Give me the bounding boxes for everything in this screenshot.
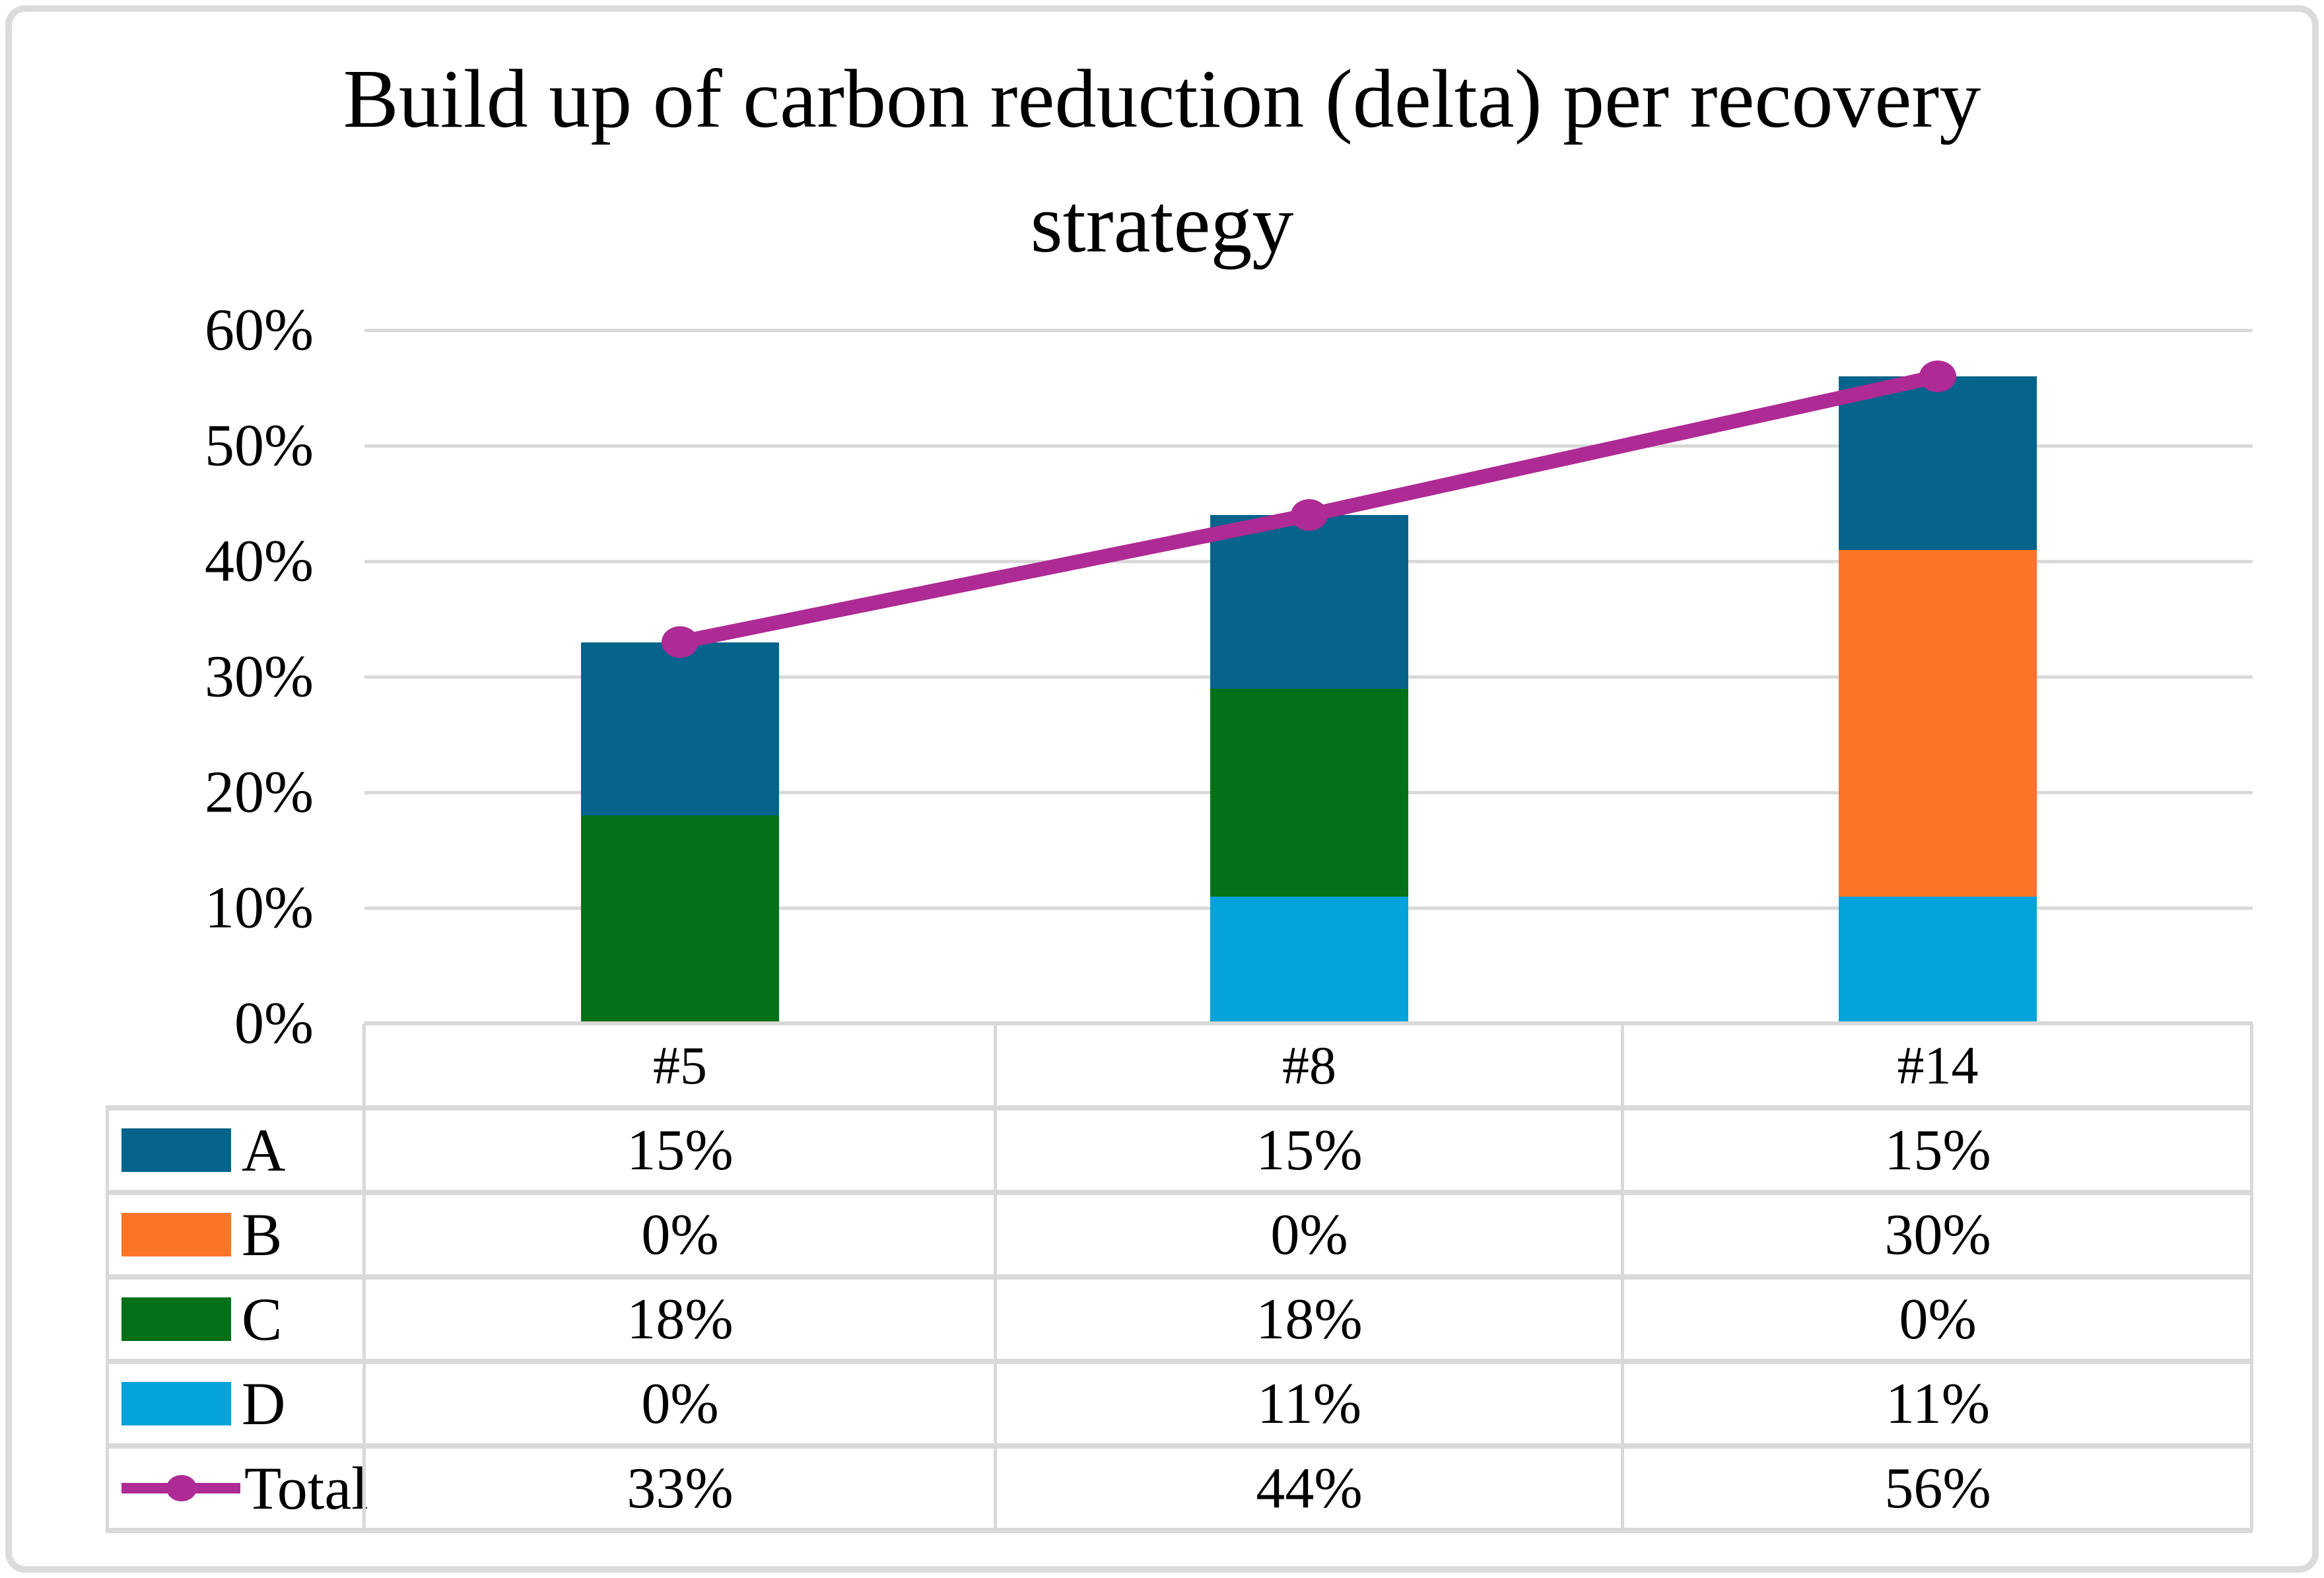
bar-segment-D-#14 — [1839, 896, 2037, 1023]
chart-title-line-1: Build up of carbon reduction (delta) per… — [343, 53, 1981, 145]
table-value-B-#5: 0% — [641, 1202, 719, 1267]
y-axis: 60% 50% 40% 30% 20% 10% 0% — [79, 298, 314, 1056]
table-header-#5: #5 — [653, 1035, 707, 1095]
table-value-Total-#8: 44% — [1256, 1456, 1363, 1521]
table-value-A-#8: 15% — [1256, 1118, 1363, 1183]
table-row-border — [106, 1443, 2253, 1449]
gridline-50% — [364, 444, 2253, 448]
table-right-border — [2250, 1023, 2253, 1530]
total-marker-#8 — [1291, 499, 1328, 531]
legend-swatch-D — [121, 1382, 231, 1425]
y-axis-tick-label: 0% — [234, 990, 314, 1056]
table-value-D-#14: 11% — [1885, 1371, 1991, 1436]
gridline-60% — [364, 328, 2253, 332]
table-column-border — [362, 1023, 366, 1530]
total-line-layer — [662, 360, 1956, 658]
legend-label-D: D — [242, 1370, 286, 1437]
table-value-A-#5: 15% — [627, 1118, 734, 1183]
total-marker-#5 — [662, 626, 699, 658]
bar-segment-C-#8 — [1210, 688, 1408, 897]
table-top-border — [364, 1021, 2253, 1025]
table-row-border — [106, 1190, 2253, 1195]
table-value-Total-#5: 33% — [627, 1456, 734, 1521]
table-row-border — [106, 1528, 2253, 1533]
bar-segment-A-#8 — [1210, 515, 1408, 689]
table-value-B-#14: 30% — [1884, 1202, 1991, 1267]
legend-cell-A: A — [106, 1108, 364, 1192]
legend-total-marker — [166, 1475, 197, 1501]
table-column-border — [994, 1023, 997, 1530]
table-header-#14: #14 — [1897, 1035, 1979, 1095]
legend-cell-D: D — [106, 1361, 364, 1446]
data-table: #5 #8 #14 A 15% 15% 15% B 0% 0% 30% C 18% 18% 0% D 0% 11%… — [106, 1021, 2253, 1533]
legend-cell-C: C — [106, 1277, 364, 1361]
y-axis-tick-label: 20% — [205, 759, 314, 825]
legend-swatch-A — [121, 1128, 231, 1172]
table-row-border — [106, 1105, 2253, 1111]
bar-segment-A-#5 — [581, 642, 779, 815]
table-row-border — [106, 1359, 2253, 1364]
bar-segment-D-#8 — [1210, 896, 1408, 1023]
legend-line-marker-icon — [121, 1474, 240, 1503]
legend-swatch-C — [121, 1297, 231, 1341]
legend-label-C: C — [242, 1286, 283, 1353]
table-value-D-#8: 11% — [1256, 1371, 1362, 1436]
y-axis-tick-label: 60% — [205, 297, 314, 363]
bar-segment-B-#14 — [1839, 549, 2037, 897]
total-marker-#14 — [1919, 360, 1956, 392]
y-axis-tick-label: 30% — [205, 644, 314, 710]
bar-segment-A-#14 — [1839, 376, 2037, 550]
table-value-C-#8: 18% — [1256, 1287, 1363, 1352]
legend-label-B: B — [242, 1201, 283, 1268]
y-axis-tick-label: 50% — [205, 413, 314, 479]
table-column-border — [1621, 1023, 1624, 1530]
legend-label-Total: Total — [244, 1455, 368, 1522]
table-left-border — [106, 1108, 109, 1530]
table-value-A-#14: 15% — [1884, 1118, 1991, 1183]
legend-swatch-B — [121, 1213, 231, 1256]
chart-title-line-2: strategy — [1030, 178, 1294, 270]
table-value-C-#5: 18% — [627, 1287, 734, 1352]
y-axis-tick-label: 10% — [205, 875, 314, 941]
chart-title: Build up of carbon reduction (delta) per… — [0, 37, 2324, 287]
legend-cell-Total: Total — [106, 1446, 368, 1530]
bar-segment-C-#5 — [581, 815, 779, 1023]
legend-cell-B: B — [106, 1192, 364, 1277]
table-header-#8: #8 — [1282, 1035, 1336, 1095]
legend-label-A: A — [242, 1116, 286, 1184]
table-value-C-#14: 0% — [1899, 1287, 1977, 1352]
table-row-border — [106, 1274, 2253, 1280]
table-value-B-#8: 0% — [1270, 1202, 1348, 1267]
plot-area — [364, 328, 2253, 1023]
y-axis-tick-label: 40% — [205, 528, 314, 594]
table-value-D-#5: 0% — [641, 1371, 719, 1436]
table-value-Total-#14: 56% — [1884, 1456, 1991, 1521]
